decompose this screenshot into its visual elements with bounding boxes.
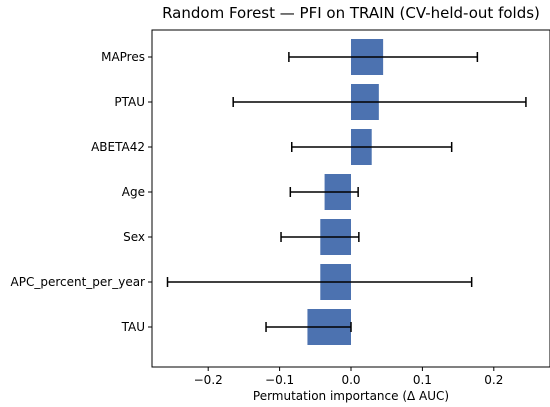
y-tick-labels: MAPres PTAU ABETA42 Age Sex APC_percent_per_y… — [11, 50, 152, 334]
y-tick-label: ABETA42 — [91, 140, 145, 154]
x-tick-label: −0.1 — [265, 373, 294, 387]
x-axis-label: Permutation importance (Δ AUC) — [253, 389, 449, 403]
x-tick-label: 0.0 — [341, 373, 360, 387]
error-bar — [280, 232, 360, 242]
x-ticks: −0.2 −0.1 0.0 0.1 0.2 — [194, 367, 503, 387]
x-tick-label: −0.2 — [194, 373, 223, 387]
error-bar — [289, 187, 359, 197]
error-bar — [232, 97, 527, 107]
y-tick-label: Sex — [123, 230, 145, 244]
error-bars-layer — [166, 52, 527, 332]
x-tick-label: 0.1 — [413, 373, 432, 387]
error-bar — [265, 322, 352, 332]
error-bar — [288, 52, 479, 62]
y-tick-label: APC_percent_per_year — [11, 275, 146, 289]
y-tick-label: Age — [122, 185, 145, 199]
y-tick-label: MAPres — [101, 50, 145, 64]
error-bar — [166, 277, 473, 287]
x-tick-label: 0.2 — [484, 373, 503, 387]
chart-title: Random Forest — PFI on TRAIN (CV-held-ou… — [162, 4, 540, 22]
y-tick-label: PTAU — [114, 95, 145, 109]
y-tick-label: TAU — [121, 320, 145, 334]
error-bar — [290, 142, 453, 152]
